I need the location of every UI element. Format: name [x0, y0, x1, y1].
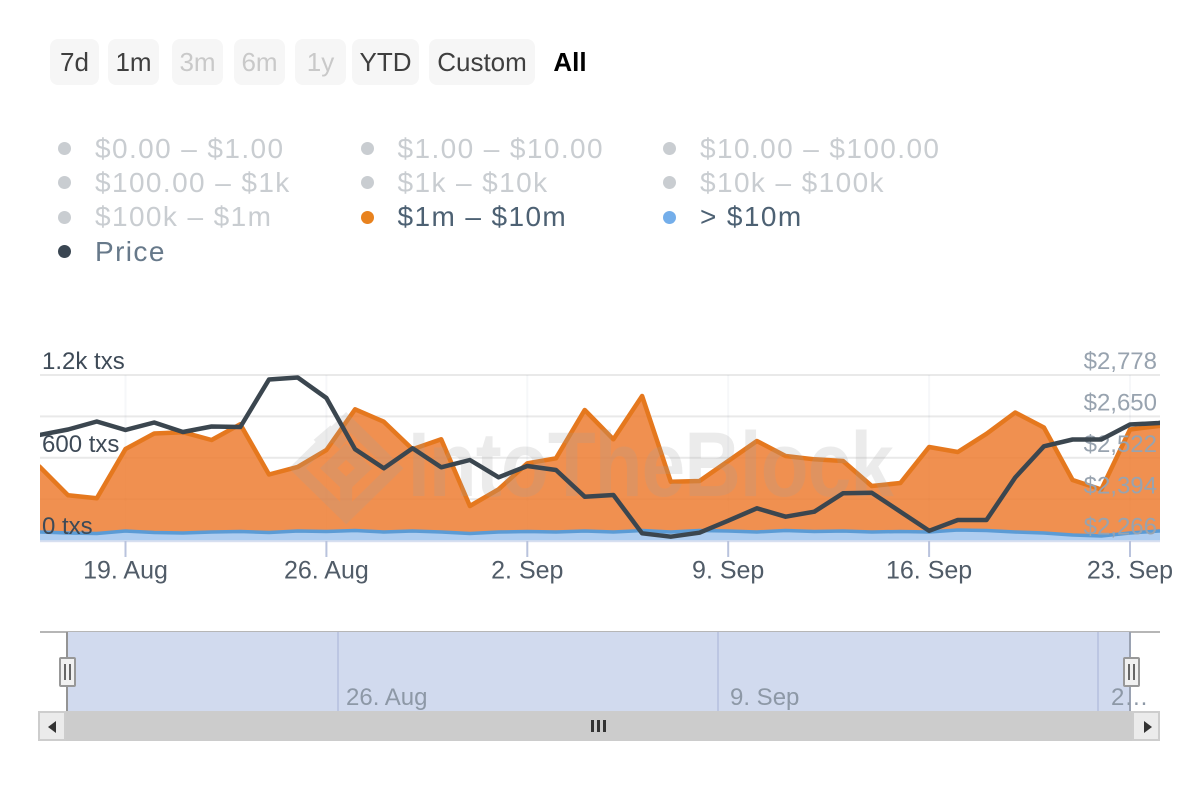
svg-text:0 txs: 0 txs: [42, 513, 93, 540]
svg-text:IntoTheBlock: IntoTheBlock: [408, 414, 894, 516]
svg-text:2. Sep: 2. Sep: [491, 557, 563, 585]
svg-text:$2,394: $2,394: [1084, 473, 1157, 500]
svg-text:$2,650: $2,650: [1084, 390, 1157, 417]
svg-text:1.2k txs: 1.2k txs: [42, 348, 125, 375]
svg-text:26. Aug: 26. Aug: [284, 557, 369, 585]
svg-text:16. Sep: 16. Sep: [886, 557, 972, 585]
svg-text:$2,522: $2,522: [1084, 431, 1157, 458]
svg-text:23. Sep: 23. Sep: [1087, 557, 1173, 585]
svg-text:600 txs: 600 txs: [42, 431, 119, 458]
svg-text:9. Sep: 9. Sep: [692, 557, 764, 585]
svg-text:$2,266: $2,266: [1084, 514, 1157, 541]
svg-text:$2,778: $2,778: [1084, 348, 1157, 375]
svg-text:19. Aug: 19. Aug: [83, 557, 168, 585]
